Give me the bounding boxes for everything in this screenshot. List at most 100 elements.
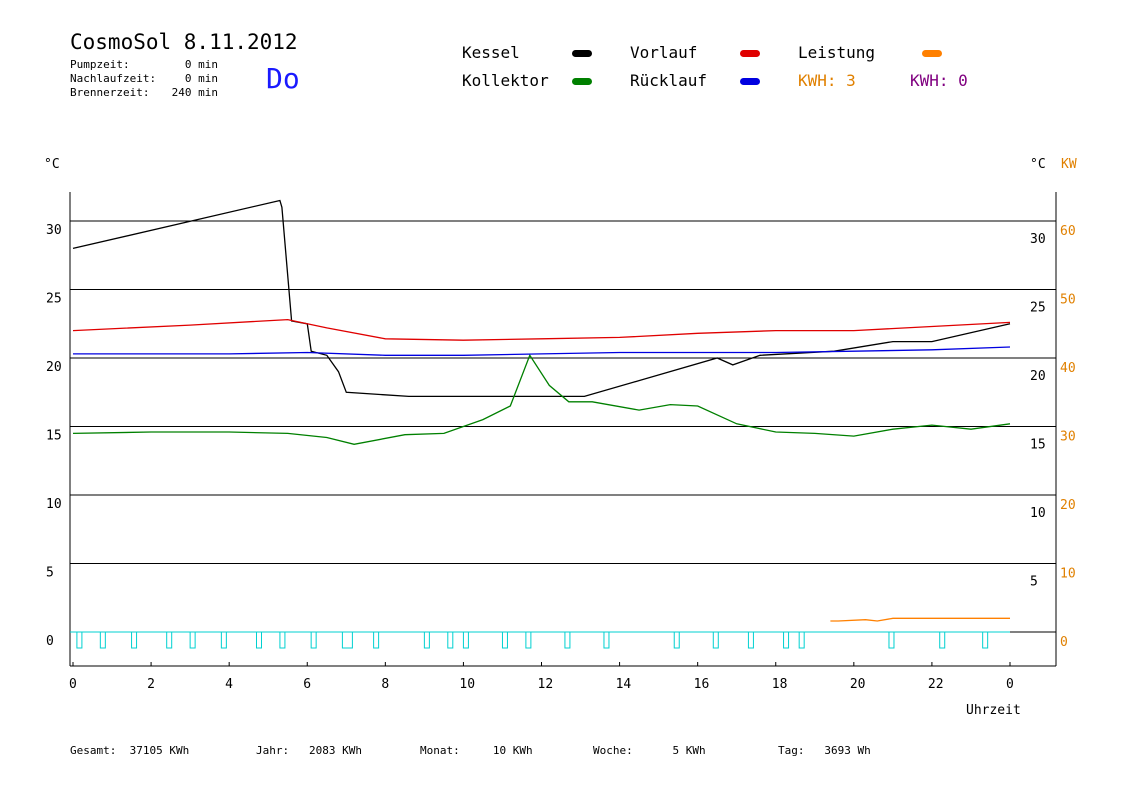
- y-tick-left: 30: [46, 223, 62, 238]
- footer-jahr: Jahr: 2083 KWh: [256, 744, 362, 757]
- y-tick-right: 20: [1030, 369, 1046, 384]
- stat-value: 0 min: [184, 58, 218, 71]
- pump-pulse: [673, 631, 680, 649]
- legend-leistung-label: Leistung: [798, 43, 876, 62]
- footer-label: Tag:: [778, 744, 805, 757]
- pump-pulse: [279, 631, 286, 649]
- y-tick-left: 20: [46, 360, 62, 375]
- x-axis-label: Uhrzeit: [966, 703, 1021, 718]
- series-line-kessel: [72, 199, 1011, 398]
- y-tick-left: 25: [46, 292, 62, 307]
- pump-pulse: [189, 631, 196, 649]
- pump-pulse: [310, 631, 317, 649]
- pump-pulse: [564, 631, 571, 649]
- legend-vorlauf-swatch: [740, 50, 760, 57]
- y-tick-left: 10: [46, 497, 62, 512]
- y-tick-kw: 0: [1060, 635, 1068, 650]
- x-tick-label: 16: [694, 677, 710, 692]
- footer-label: Woche:: [593, 744, 633, 757]
- y-tick-right: 25: [1030, 301, 1046, 316]
- series-line-leistung: [830, 617, 1010, 622]
- legend-ruecklauf-swatch: [740, 78, 760, 85]
- pump-pulse: [939, 631, 946, 649]
- x-tick-label: 18: [772, 677, 788, 692]
- series-line-kollektor: [72, 353, 1011, 445]
- chart-lines: [72, 199, 1011, 622]
- pump-pulse: [99, 631, 106, 649]
- footer-monat: Monat: 10 KWh: [420, 744, 533, 757]
- legend-kollektor-swatch: [572, 78, 592, 85]
- y-tick-kw: 50: [1060, 293, 1076, 308]
- x-tick-label: 0: [69, 677, 77, 692]
- footer-value: 3693 Wh: [824, 744, 871, 757]
- pump-pulse: [798, 631, 805, 649]
- y-tick-right: 5: [1030, 575, 1038, 590]
- y-tick-kw: 40: [1060, 361, 1076, 376]
- pump-pulse: [462, 631, 469, 649]
- x-tick-label: 22: [928, 677, 944, 692]
- y-tick-right: 15: [1030, 438, 1046, 453]
- footer-label: Gesamt:: [70, 744, 117, 757]
- stat-label: Nachlaufzeit:: [70, 72, 157, 85]
- footer-value: 2083 KWh: [309, 744, 362, 757]
- stat-brennerzeit: Brennerzeit: 240 min: [70, 86, 218, 99]
- stat-value: 240 min: [171, 86, 218, 99]
- footer-label: Monat:: [420, 744, 460, 757]
- pump-pulse: [166, 631, 173, 649]
- pump-pulse: [76, 631, 83, 649]
- y-tick-kw: 10: [1060, 567, 1076, 582]
- x-tick-label: 20: [850, 677, 866, 692]
- legend-vorlauf-label: Vorlauf: [630, 43, 698, 62]
- x-tick-label: 4: [225, 677, 233, 692]
- legend-kwh1: KWH: 3: [798, 71, 856, 90]
- y-tick-right: 30: [1030, 232, 1046, 247]
- footer-woche: Woche: 5 KWh: [593, 744, 706, 757]
- y-tick-left: 0: [46, 634, 54, 649]
- y-unit-kw: KW: [1061, 157, 1077, 172]
- pump-pulse: [712, 631, 719, 649]
- x-tick-label: 12: [538, 677, 554, 692]
- pump-pulse: [525, 631, 532, 649]
- footer-tag: Tag: 3693 Wh: [778, 744, 871, 757]
- footer-value: 5 KWh: [672, 744, 706, 757]
- pump-pulse: [220, 631, 227, 649]
- pump-pulse: [888, 631, 895, 649]
- y-tick-left: 5: [46, 566, 54, 581]
- x-tick-label: 2: [147, 677, 155, 692]
- pump-pulse: [747, 631, 754, 649]
- stat-pumpzeit: Pumpzeit: 0 min: [70, 58, 218, 71]
- pump-pulse: [255, 631, 262, 649]
- stat-nachlaufzeit: Nachlaufzeit: 0 min: [70, 72, 218, 85]
- x-tick-label: 14: [616, 677, 632, 692]
- legend-leistung-swatch: [922, 50, 942, 57]
- footer-gesamt: Gesamt: 37105 KWh: [70, 744, 189, 757]
- page-title: CosmoSol 8.11.2012: [70, 30, 298, 54]
- series-line-ruecklauf: [73, 346, 1011, 356]
- legend-ruecklauf-label: Rücklauf: [630, 71, 708, 90]
- footer-value: 37105 KWh: [129, 744, 190, 757]
- y-tick-kw: 60: [1060, 224, 1076, 239]
- x-tick-label: 10: [459, 677, 475, 692]
- legend-kollektor-label: Kollektor: [462, 71, 549, 90]
- pump-pulse: [603, 631, 610, 649]
- series-line-vorlauf: [72, 318, 1011, 341]
- x-tick-label: 8: [381, 677, 389, 692]
- pump-pulse: [447, 631, 454, 649]
- pump-pulse: [783, 631, 790, 649]
- pump-pulse: [131, 631, 138, 649]
- pump-pulse: [373, 631, 380, 649]
- x-tick-label: 0: [1006, 677, 1014, 692]
- y-unit-left: °C: [44, 157, 60, 172]
- y-unit-right: °C: [1030, 157, 1046, 172]
- footer-value: 10 KWh: [492, 744, 533, 757]
- y-tick-left: 15: [46, 429, 62, 444]
- pump-pulse: [982, 631, 989, 649]
- stat-label: Pumpzeit:: [70, 58, 130, 71]
- y-tick-kw: 30: [1060, 430, 1076, 445]
- pump-pulse: [501, 631, 508, 649]
- y-tick-kw: 20: [1060, 498, 1076, 513]
- x-tick-label: 6: [303, 677, 311, 692]
- footer-label: Jahr:: [256, 744, 290, 757]
